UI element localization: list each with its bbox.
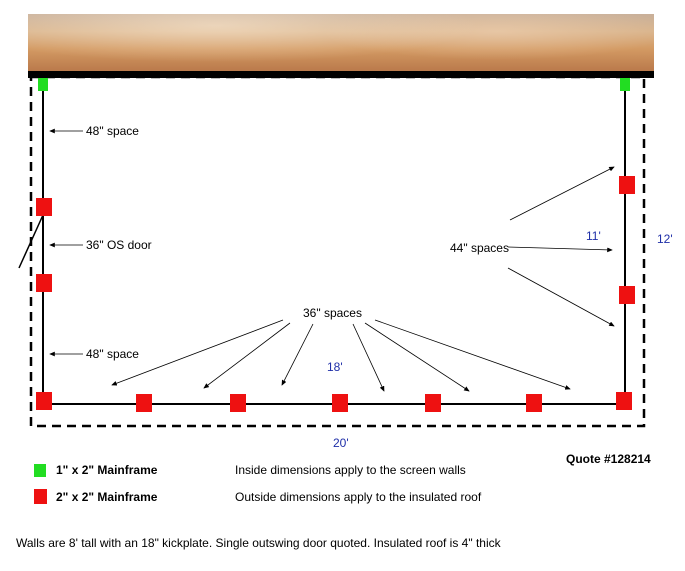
label-space-bottom: 48" space	[86, 347, 139, 361]
legend-swatch-red	[34, 489, 47, 504]
roof-photo	[28, 14, 654, 72]
arrow-36-2	[203, 322, 291, 389]
legend-label-2x2: 2" x 2" Mainframe	[56, 490, 158, 504]
label-36-spaces: 36" spaces	[303, 306, 362, 320]
red-post-front-1	[136, 394, 152, 412]
house-wall-beam	[28, 71, 654, 78]
dim-outside-depth: 12'	[657, 232, 673, 246]
dim-inside-depth: 11'	[586, 229, 601, 243]
arrow-44-middle	[507, 246, 613, 253]
red-post-front-4	[425, 394, 441, 412]
arrow-44-upper	[509, 166, 615, 221]
arrow-36-6	[374, 319, 571, 390]
legend-desc-inside: Inside dimensions apply to the screen wa…	[235, 463, 466, 477]
door-swing-line	[18, 214, 44, 269]
arrow-44-lower	[507, 267, 615, 327]
green-post-left	[38, 78, 48, 91]
red-post-left-lower	[36, 274, 52, 292]
red-post-front-3	[332, 394, 348, 412]
legend-desc-outside: Outside dimensions apply to the insulate…	[235, 490, 482, 504]
quote-number: Quote #128214	[566, 452, 651, 466]
red-post-right-upper	[619, 176, 635, 194]
red-post-right-lower	[619, 286, 635, 304]
red-post-left-upper	[36, 198, 52, 216]
arrow-36-1	[111, 319, 284, 386]
footer-note: Walls are 8' tall with an 18" kickplate.…	[16, 536, 501, 550]
legend-swatch-green	[34, 464, 46, 477]
legend-label-1x2: 1" x 2" Mainframe	[56, 463, 158, 477]
arrow-36-4	[352, 323, 385, 392]
dim-outside-width: 20'	[333, 436, 349, 450]
label-44-spaces: 44" spaces	[450, 241, 509, 255]
red-post-front-2	[230, 394, 246, 412]
green-post-right	[620, 78, 630, 91]
label-door: 36" OS door	[86, 238, 152, 252]
label-space-top: 48" space	[86, 124, 139, 138]
arrow-36-5	[364, 322, 470, 392]
red-post-front-5	[526, 394, 542, 412]
arrow-36-3	[281, 323, 314, 386]
red-post-corner-right	[616, 392, 632, 410]
red-post-corner-left	[36, 392, 52, 410]
dim-inside-width: 18'	[327, 360, 343, 374]
